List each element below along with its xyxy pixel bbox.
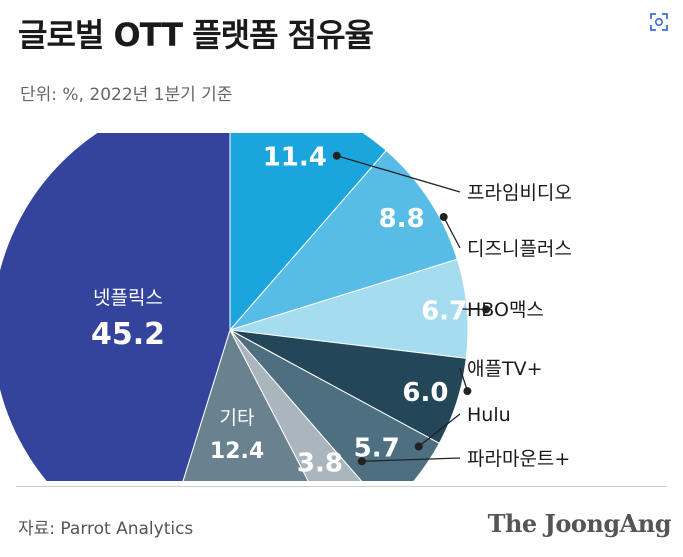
pie-slice-paramount	[229, 329, 363, 481]
leader-line-hulu	[418, 413, 461, 448]
source-note: 자료: Parrot Analytics	[18, 519, 194, 539]
value-label-other: 12.4	[210, 439, 264, 464]
pie-slice-netflix	[0, 133, 231, 481]
value-label-appletv: 6.0	[402, 378, 448, 408]
pie-slice-other	[182, 328, 309, 481]
chart-title: 글로벌 OTT 플랫폼 점유율	[18, 16, 374, 54]
value-label-hbo: 6.7	[421, 296, 467, 326]
footer-divider	[16, 486, 667, 487]
category-label-paramount: 파라마운트+	[467, 448, 570, 470]
value-label-disney: 8.8	[379, 204, 425, 234]
leader-line-disney	[443, 216, 461, 249]
leader-line-appletv	[459, 367, 469, 392]
category-label-hbo: HBO맥스	[467, 299, 544, 321]
category-label-appletv: 애플TV+	[467, 358, 542, 380]
category-label-netflix: 넷플릭스	[93, 287, 163, 309]
pie-slice-disney	[228, 149, 458, 332]
value-label-hulu: 5.7	[354, 434, 400, 464]
category-label-hulu: Hulu	[467, 404, 511, 426]
chart-subtitle: 단위: %, 2022년 1분기 기준	[20, 85, 233, 105]
value-label-prime: 11.4	[263, 143, 327, 173]
pie-slice-prime	[229, 133, 387, 332]
category-label-disney: 디즈니플러스	[467, 238, 572, 260]
brand-logo: The JoongAng	[487, 509, 672, 538]
pie-chart: 11.4 프라임비디오 8.8 디즈니플러스 6.7 HBO맥스 6.0 애플TV+ 5.7 Hu…	[0, 133, 572, 481]
pie-slice-hulu	[229, 329, 440, 481]
category-label-prime: 프라임비디오	[467, 182, 572, 204]
leader-line-paramount	[361, 457, 461, 462]
leader-line-prime	[336, 155, 461, 193]
expand-icon[interactable]	[648, 11, 670, 33]
value-label-paramount: 3.8	[297, 448, 343, 478]
category-label-other: 기타	[220, 407, 255, 429]
value-label-netflix: 45.2	[91, 317, 165, 352]
